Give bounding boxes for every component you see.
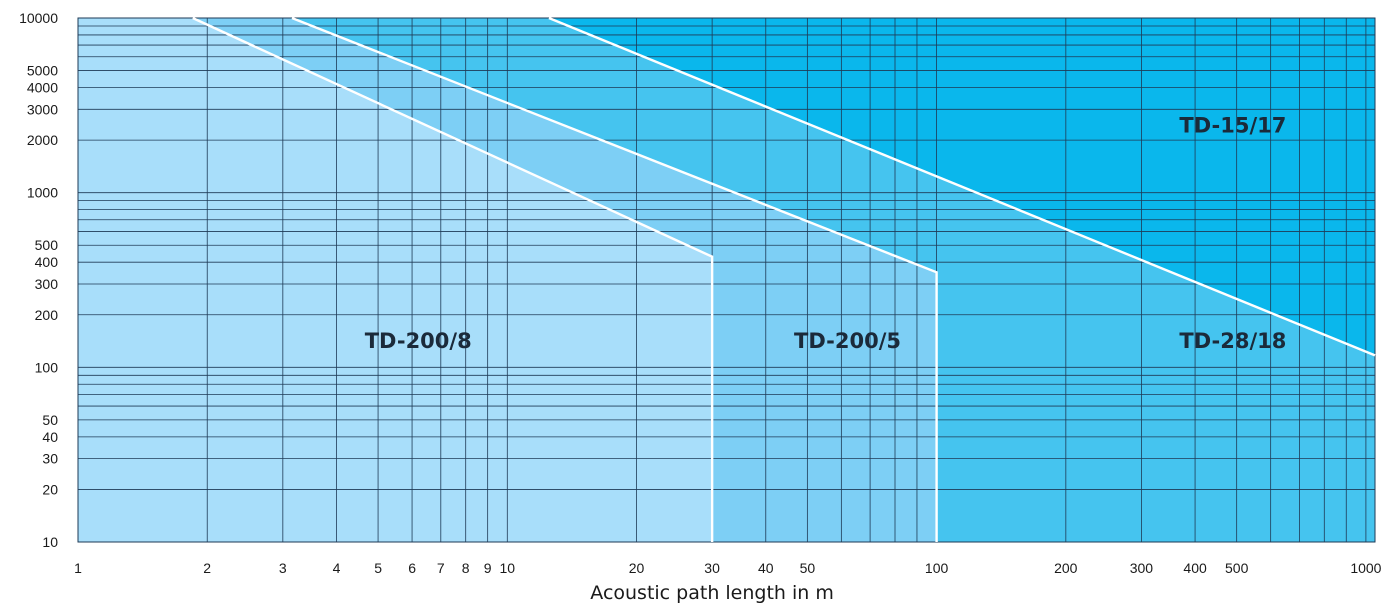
x-tick-label: 2 (203, 560, 211, 576)
x-tick-label: 40 (758, 560, 774, 576)
x-tick-label: 6 (408, 560, 416, 576)
y-tick-label: 40 (42, 429, 58, 445)
region-label-td-200-5: TD-200/5 (794, 329, 901, 353)
x-tick-label: 100 (925, 560, 949, 576)
x-tick-label: 200 (1054, 560, 1078, 576)
x-tick-label: 20 (629, 560, 645, 576)
x-tick-label: 4 (333, 560, 341, 576)
x-tick-labels: 1 2 3 4 5 6 7 8 9 10 20 30 40 50 100 200 300 400 500 1000 (74, 560, 1382, 576)
x-tick-label: 1 (74, 560, 82, 576)
y-tick-label: 50 (42, 412, 58, 428)
x-tick-label: 400 (1183, 560, 1207, 576)
x-tick-label: 7 (437, 560, 445, 576)
x-tick-label: 300 (1130, 560, 1154, 576)
x-tick-label: 9 (484, 560, 492, 576)
y-tick-label: 10 (42, 534, 58, 550)
y-tick-label: 30 (42, 451, 58, 467)
x-tick-label: 5 (374, 560, 382, 576)
y-tick-label: 4000 (27, 80, 58, 96)
x-tick-label: 8 (462, 560, 470, 576)
region-label-td-28-18: TD-28/18 (1179, 329, 1286, 353)
y-tick-label: 10000 (19, 10, 58, 26)
y-tick-label: 20 (42, 481, 58, 497)
y-tick-label: 300 (35, 276, 59, 292)
y-tick-label: 3000 (27, 101, 58, 117)
region-fills (78, 18, 1375, 542)
y-tick-label: 100 (35, 359, 59, 375)
y-tick-label: 500 (35, 237, 59, 253)
region-label-td-200-8: TD-200/8 (365, 329, 472, 353)
y-tick-label: 2000 (27, 132, 58, 148)
region-label-td-15-17: TD-15/17 (1179, 113, 1286, 137)
x-tick-label: 30 (704, 560, 720, 576)
x-tick-label: 500 (1225, 560, 1249, 576)
x-tick-label: 10 (500, 560, 516, 576)
y-tick-label: 1000 (27, 185, 58, 201)
y-tick-label: 200 (35, 307, 59, 323)
x-tick-label: 3 (279, 560, 287, 576)
x-axis-label: Acoustic path length in m (590, 582, 834, 604)
x-tick-label: 50 (800, 560, 816, 576)
y-tick-label: 400 (35, 254, 59, 270)
y-tick-label: 5000 (27, 63, 58, 79)
x-tick-label: 1000 (1350, 560, 1381, 576)
